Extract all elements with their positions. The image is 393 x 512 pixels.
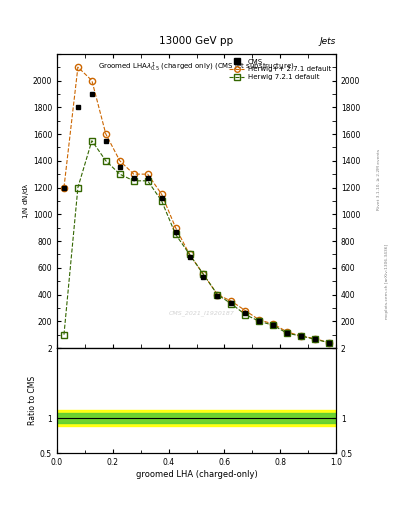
Line: Herwig 7.2.1 default: Herwig 7.2.1 default [64, 141, 329, 343]
CMS [145, 175, 150, 181]
Herwig 7.2.1 default [62, 332, 66, 338]
CMS [215, 293, 220, 299]
Herwig 7.2.1 default [229, 301, 234, 307]
CMS [118, 164, 122, 170]
Herwig++ 2.7.1 default [187, 251, 192, 258]
Herwig++ 2.7.1 default [215, 291, 220, 297]
CMS [103, 138, 108, 144]
X-axis label: groomed LHA (charged-only): groomed LHA (charged-only) [136, 470, 257, 479]
Text: Rivet 3.1.10, ≥ 2.2M events: Rivet 3.1.10, ≥ 2.2M events [377, 148, 381, 210]
Herwig 7.2.1 default [118, 171, 122, 177]
Herwig 7.2.1 default [145, 178, 150, 184]
CMS [313, 336, 318, 342]
Herwig++ 2.7.1 default [75, 64, 80, 70]
CMS [285, 330, 290, 336]
CMS [327, 340, 331, 346]
Text: mcplots.cern.ch [arXiv:1306.3436]: mcplots.cern.ch [arXiv:1306.3436] [385, 244, 389, 319]
Herwig 7.2.1 default [187, 251, 192, 258]
Herwig 7.2.1 default [131, 178, 136, 184]
CMS [75, 104, 80, 110]
Herwig++ 2.7.1 default [103, 131, 108, 137]
Herwig 7.2.1 default [271, 322, 275, 328]
Line: CMS: CMS [62, 92, 331, 346]
Line: Herwig++ 2.7.1 default: Herwig++ 2.7.1 default [64, 67, 329, 343]
Herwig 7.2.1 default [159, 198, 164, 204]
Herwig 7.2.1 default [257, 318, 262, 324]
Herwig++ 2.7.1 default [313, 335, 318, 342]
Herwig++ 2.7.1 default [201, 271, 206, 278]
CMS [187, 254, 192, 260]
CMS [271, 322, 275, 328]
CMS [201, 274, 206, 280]
Text: Jets: Jets [320, 37, 336, 46]
Herwig++ 2.7.1 default [131, 171, 136, 177]
Herwig++ 2.7.1 default [229, 298, 234, 304]
Herwig 7.2.1 default [313, 336, 318, 343]
Herwig++ 2.7.1 default [90, 77, 94, 83]
Herwig 7.2.1 default [75, 184, 80, 190]
Text: CMS_2021_I1920187: CMS_2021_I1920187 [169, 310, 235, 315]
Herwig 7.2.1 default [103, 158, 108, 164]
Herwig 7.2.1 default [90, 138, 94, 144]
Text: Groomed LHA$\lambda^1_{0.5}$ (charged only) (CMS jet substructure): Groomed LHA$\lambda^1_{0.5}$ (charged on… [98, 61, 295, 74]
Herwig 7.2.1 default [173, 231, 178, 238]
Herwig 7.2.1 default [327, 339, 331, 346]
Herwig++ 2.7.1 default [257, 317, 262, 323]
Legend: CMS, Herwig++ 2.7.1 default, Herwig 7.2.1 default: CMS, Herwig++ 2.7.1 default, Herwig 7.2.… [228, 57, 332, 81]
CMS [131, 175, 136, 181]
Herwig++ 2.7.1 default [62, 184, 66, 190]
Herwig++ 2.7.1 default [159, 191, 164, 197]
Text: 13000 GeV pp: 13000 GeV pp [160, 36, 233, 46]
Herwig++ 2.7.1 default [243, 308, 248, 314]
Herwig++ 2.7.1 default [285, 329, 290, 335]
Herwig 7.2.1 default [215, 291, 220, 297]
CMS [243, 310, 248, 316]
CMS [159, 195, 164, 201]
CMS [62, 184, 66, 190]
Herwig 7.2.1 default [285, 330, 290, 336]
Herwig++ 2.7.1 default [145, 171, 150, 177]
CMS [299, 333, 303, 339]
Herwig++ 2.7.1 default [173, 225, 178, 231]
CMS [90, 91, 94, 97]
Herwig++ 2.7.1 default [118, 158, 122, 164]
CMS [229, 300, 234, 306]
Herwig++ 2.7.1 default [271, 321, 275, 327]
Herwig++ 2.7.1 default [299, 333, 303, 339]
Herwig 7.2.1 default [201, 271, 206, 278]
Y-axis label: Ratio to CMS: Ratio to CMS [28, 376, 37, 425]
Herwig 7.2.1 default [243, 311, 248, 317]
Y-axis label: $\mathrm{1/N}\ \mathrm{dN/d\lambda}$: $\mathrm{1/N}\ \mathrm{dN/d\lambda}$ [21, 182, 31, 219]
Herwig++ 2.7.1 default [327, 339, 331, 346]
Herwig 7.2.1 default [299, 333, 303, 339]
CMS [257, 317, 262, 324]
CMS [173, 228, 178, 234]
